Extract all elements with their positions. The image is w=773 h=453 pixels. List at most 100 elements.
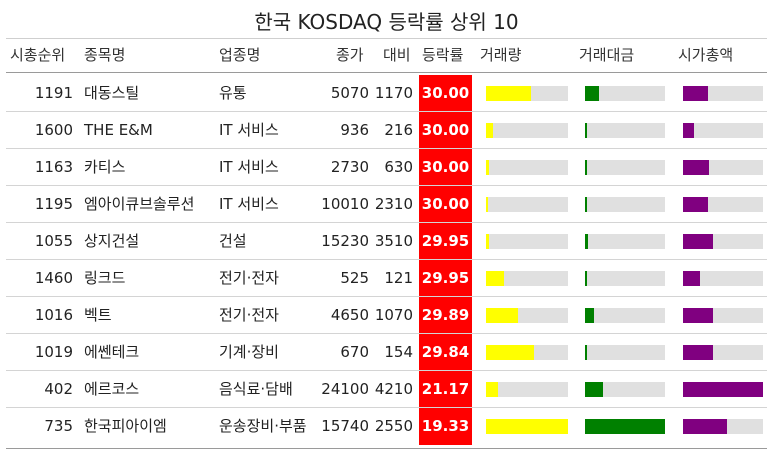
table-row: 735 한국피아이엠 운송장비·부품 15740 2550 19.33 xyxy=(0,408,773,445)
close-cell: 5070 xyxy=(330,84,369,102)
mcap-bar xyxy=(683,234,713,249)
name-cell: 카티스 xyxy=(84,158,126,176)
diff-cell: 2550 xyxy=(374,417,413,435)
volume-bar xyxy=(486,86,532,101)
mcap-bar-track xyxy=(683,419,763,434)
name-cell: THE E&M xyxy=(84,121,153,139)
rank-cell: 1019 xyxy=(34,343,73,361)
header-close: 종가 xyxy=(336,46,364,64)
rank-cell: 735 xyxy=(44,417,73,435)
name-cell: 엠아이큐브솔루션 xyxy=(84,195,195,213)
volume-bar xyxy=(486,160,490,175)
volume-bar-track xyxy=(486,419,568,434)
mcap-bar xyxy=(683,308,714,323)
mcap-bar xyxy=(683,160,709,175)
sector-cell: 운송장비·부품 xyxy=(219,417,307,435)
table-row: 1055 상지건설 건설 15230 3510 29.95 xyxy=(0,223,773,260)
close-cell: 15740 xyxy=(321,417,369,435)
sector-cell: IT 서비스 xyxy=(219,195,279,213)
header-rank: 시총순위 xyxy=(10,46,66,64)
diff-cell: 216 xyxy=(384,121,413,139)
volume-bar xyxy=(486,123,494,138)
name-cell: 벡트 xyxy=(84,306,112,324)
change-cell: 30.00 xyxy=(419,149,472,186)
row-divider xyxy=(6,333,767,334)
diff-cell: 4210 xyxy=(374,380,413,398)
rank-cell: 402 xyxy=(44,380,73,398)
amount-bar xyxy=(585,123,587,138)
mcap-bar-track xyxy=(683,160,763,175)
amount-bar-track xyxy=(585,345,665,360)
rank-cell: 1195 xyxy=(34,195,73,213)
amount-bar xyxy=(585,160,587,175)
amount-bar-track xyxy=(585,123,665,138)
change-cell: 19.33 xyxy=(419,408,472,445)
table-row: 1460 링크드 전기·전자 525 121 29.95 xyxy=(0,260,773,297)
sector-cell: IT 서비스 xyxy=(219,158,279,176)
name-cell: 대동스틸 xyxy=(84,84,140,102)
sector-cell: 음식료·담배 xyxy=(219,380,293,398)
header-divider xyxy=(6,72,767,73)
amount-bar-track xyxy=(585,419,665,434)
table-row: 1191 대동스틸 유통 5070 1170 30.00 xyxy=(0,75,773,112)
close-cell: 15230 xyxy=(321,232,369,250)
close-cell: 2730 xyxy=(330,158,369,176)
volume-bar xyxy=(486,308,518,323)
name-cell: 한국피아이엠 xyxy=(84,417,167,435)
mcap-bar-track xyxy=(683,382,763,397)
table-row: 1016 벡트 전기·전자 4650 1070 29.89 xyxy=(0,297,773,334)
mcap-bar xyxy=(683,271,700,286)
amount-bar xyxy=(585,382,603,397)
row-divider xyxy=(6,111,767,112)
volume-bar-track xyxy=(486,123,568,138)
mcap-bar xyxy=(683,197,708,212)
volume-bar-track xyxy=(486,197,568,212)
mcap-bar xyxy=(683,382,763,397)
close-cell: 670 xyxy=(340,343,369,361)
amount-bar xyxy=(585,271,587,286)
amount-bar-track xyxy=(585,160,665,175)
mcap-bar-track xyxy=(683,234,763,249)
name-cell: 에르코스 xyxy=(84,380,140,398)
amount-bar-track xyxy=(585,86,665,101)
change-cell: 29.95 xyxy=(419,223,472,260)
close-cell: 24100 xyxy=(321,380,369,398)
change-cell: 29.95 xyxy=(419,260,472,297)
sector-cell: 기계·장비 xyxy=(219,343,279,361)
mcap-bar-track xyxy=(683,197,763,212)
table-row: 1163 카티스 IT 서비스 2730 630 30.00 xyxy=(0,149,773,186)
name-cell: 상지건설 xyxy=(84,232,140,250)
volume-bar xyxy=(486,419,568,434)
diff-cell: 154 xyxy=(384,343,413,361)
header-sector: 업종명 xyxy=(219,46,261,64)
close-cell: 525 xyxy=(340,269,369,287)
volume-bar-track xyxy=(486,345,568,360)
diff-cell: 3510 xyxy=(374,232,413,250)
amount-bar-track xyxy=(585,271,665,286)
rank-cell: 1600 xyxy=(34,121,73,139)
mcap-bar xyxy=(683,419,727,434)
volume-bar-track xyxy=(486,234,568,249)
chart-title: 한국 KOSDAQ 등락률 상위 10 xyxy=(254,10,519,34)
close-cell: 4650 xyxy=(330,306,369,324)
close-cell: 936 xyxy=(340,121,369,139)
volume-bar xyxy=(486,345,535,360)
header-volume: 거래량 xyxy=(480,46,522,64)
row-divider xyxy=(6,407,767,408)
amount-bar-track xyxy=(585,308,665,323)
header-change: 등락률 xyxy=(422,46,464,64)
diff-cell: 1170 xyxy=(374,84,413,102)
table-row: 1019 에쎈테크 기계·장비 670 154 29.84 xyxy=(0,334,773,371)
diff-cell: 630 xyxy=(384,158,413,176)
rank-cell: 1055 xyxy=(34,232,73,250)
table-row: 1600 THE E&M IT 서비스 936 216 30.00 xyxy=(0,112,773,149)
mcap-bar-track xyxy=(683,308,763,323)
amount-bar-track xyxy=(585,382,665,397)
rank-cell: 1163 xyxy=(34,158,73,176)
name-cell: 에쎈테크 xyxy=(84,343,140,361)
row-divider xyxy=(6,370,767,371)
amount-bar xyxy=(585,308,594,323)
sector-cell: 전기·전자 xyxy=(219,306,279,324)
row-divider xyxy=(6,222,767,223)
volume-bar-track xyxy=(486,160,568,175)
